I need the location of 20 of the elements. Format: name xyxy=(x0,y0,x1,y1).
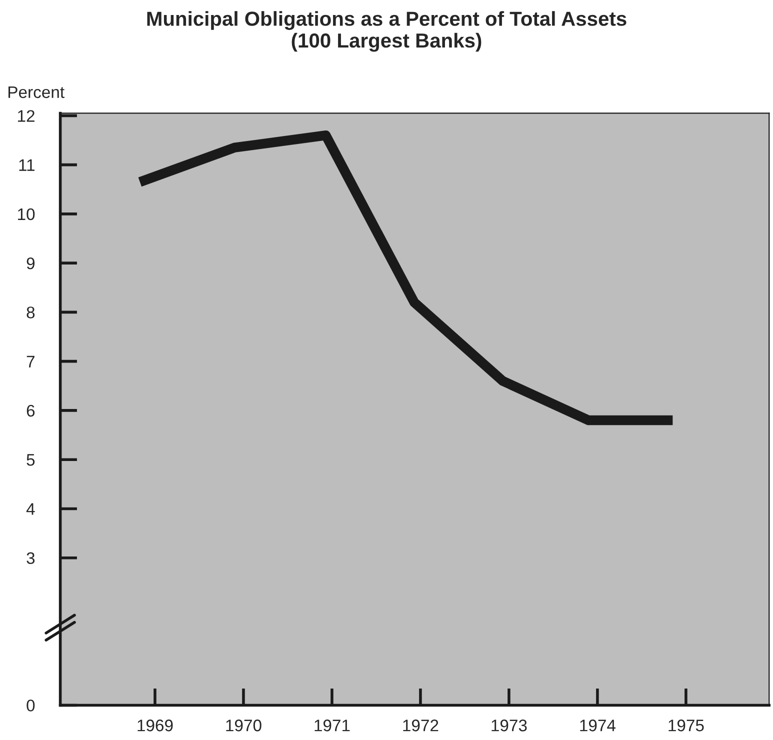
y-tick-label: 0 xyxy=(26,700,35,712)
x-tick-label: 1971 xyxy=(314,720,350,732)
y-tick-label: 9 xyxy=(26,257,35,270)
y-tick-label: 11 xyxy=(19,159,34,171)
y-tick-label: 12 xyxy=(18,110,34,122)
y-tick-label: 10 xyxy=(18,208,35,220)
chart-title: Municipal Obligations as a Percent of Total Assets (100 Largest Banks) xyxy=(147,11,626,52)
y-tick-label: 5 xyxy=(26,454,35,466)
y-tick-label: 7 xyxy=(26,356,34,368)
y-tick-label: 4 xyxy=(26,503,35,515)
x-tick-label: 1974 xyxy=(580,720,616,732)
y-axis-title: Percent xyxy=(8,86,64,98)
y-tick-label: 6 xyxy=(26,404,35,417)
x-tick-label: 1969 xyxy=(138,720,173,732)
y-tick-label: 8 xyxy=(26,306,35,318)
x-tick-label: 1973 xyxy=(492,720,527,732)
y-tick-label: 3 xyxy=(26,552,35,564)
x-tick-label: 1970 xyxy=(226,720,262,732)
x-tick-label: 1975 xyxy=(668,720,704,732)
x-tick-label: 1972 xyxy=(403,720,438,732)
